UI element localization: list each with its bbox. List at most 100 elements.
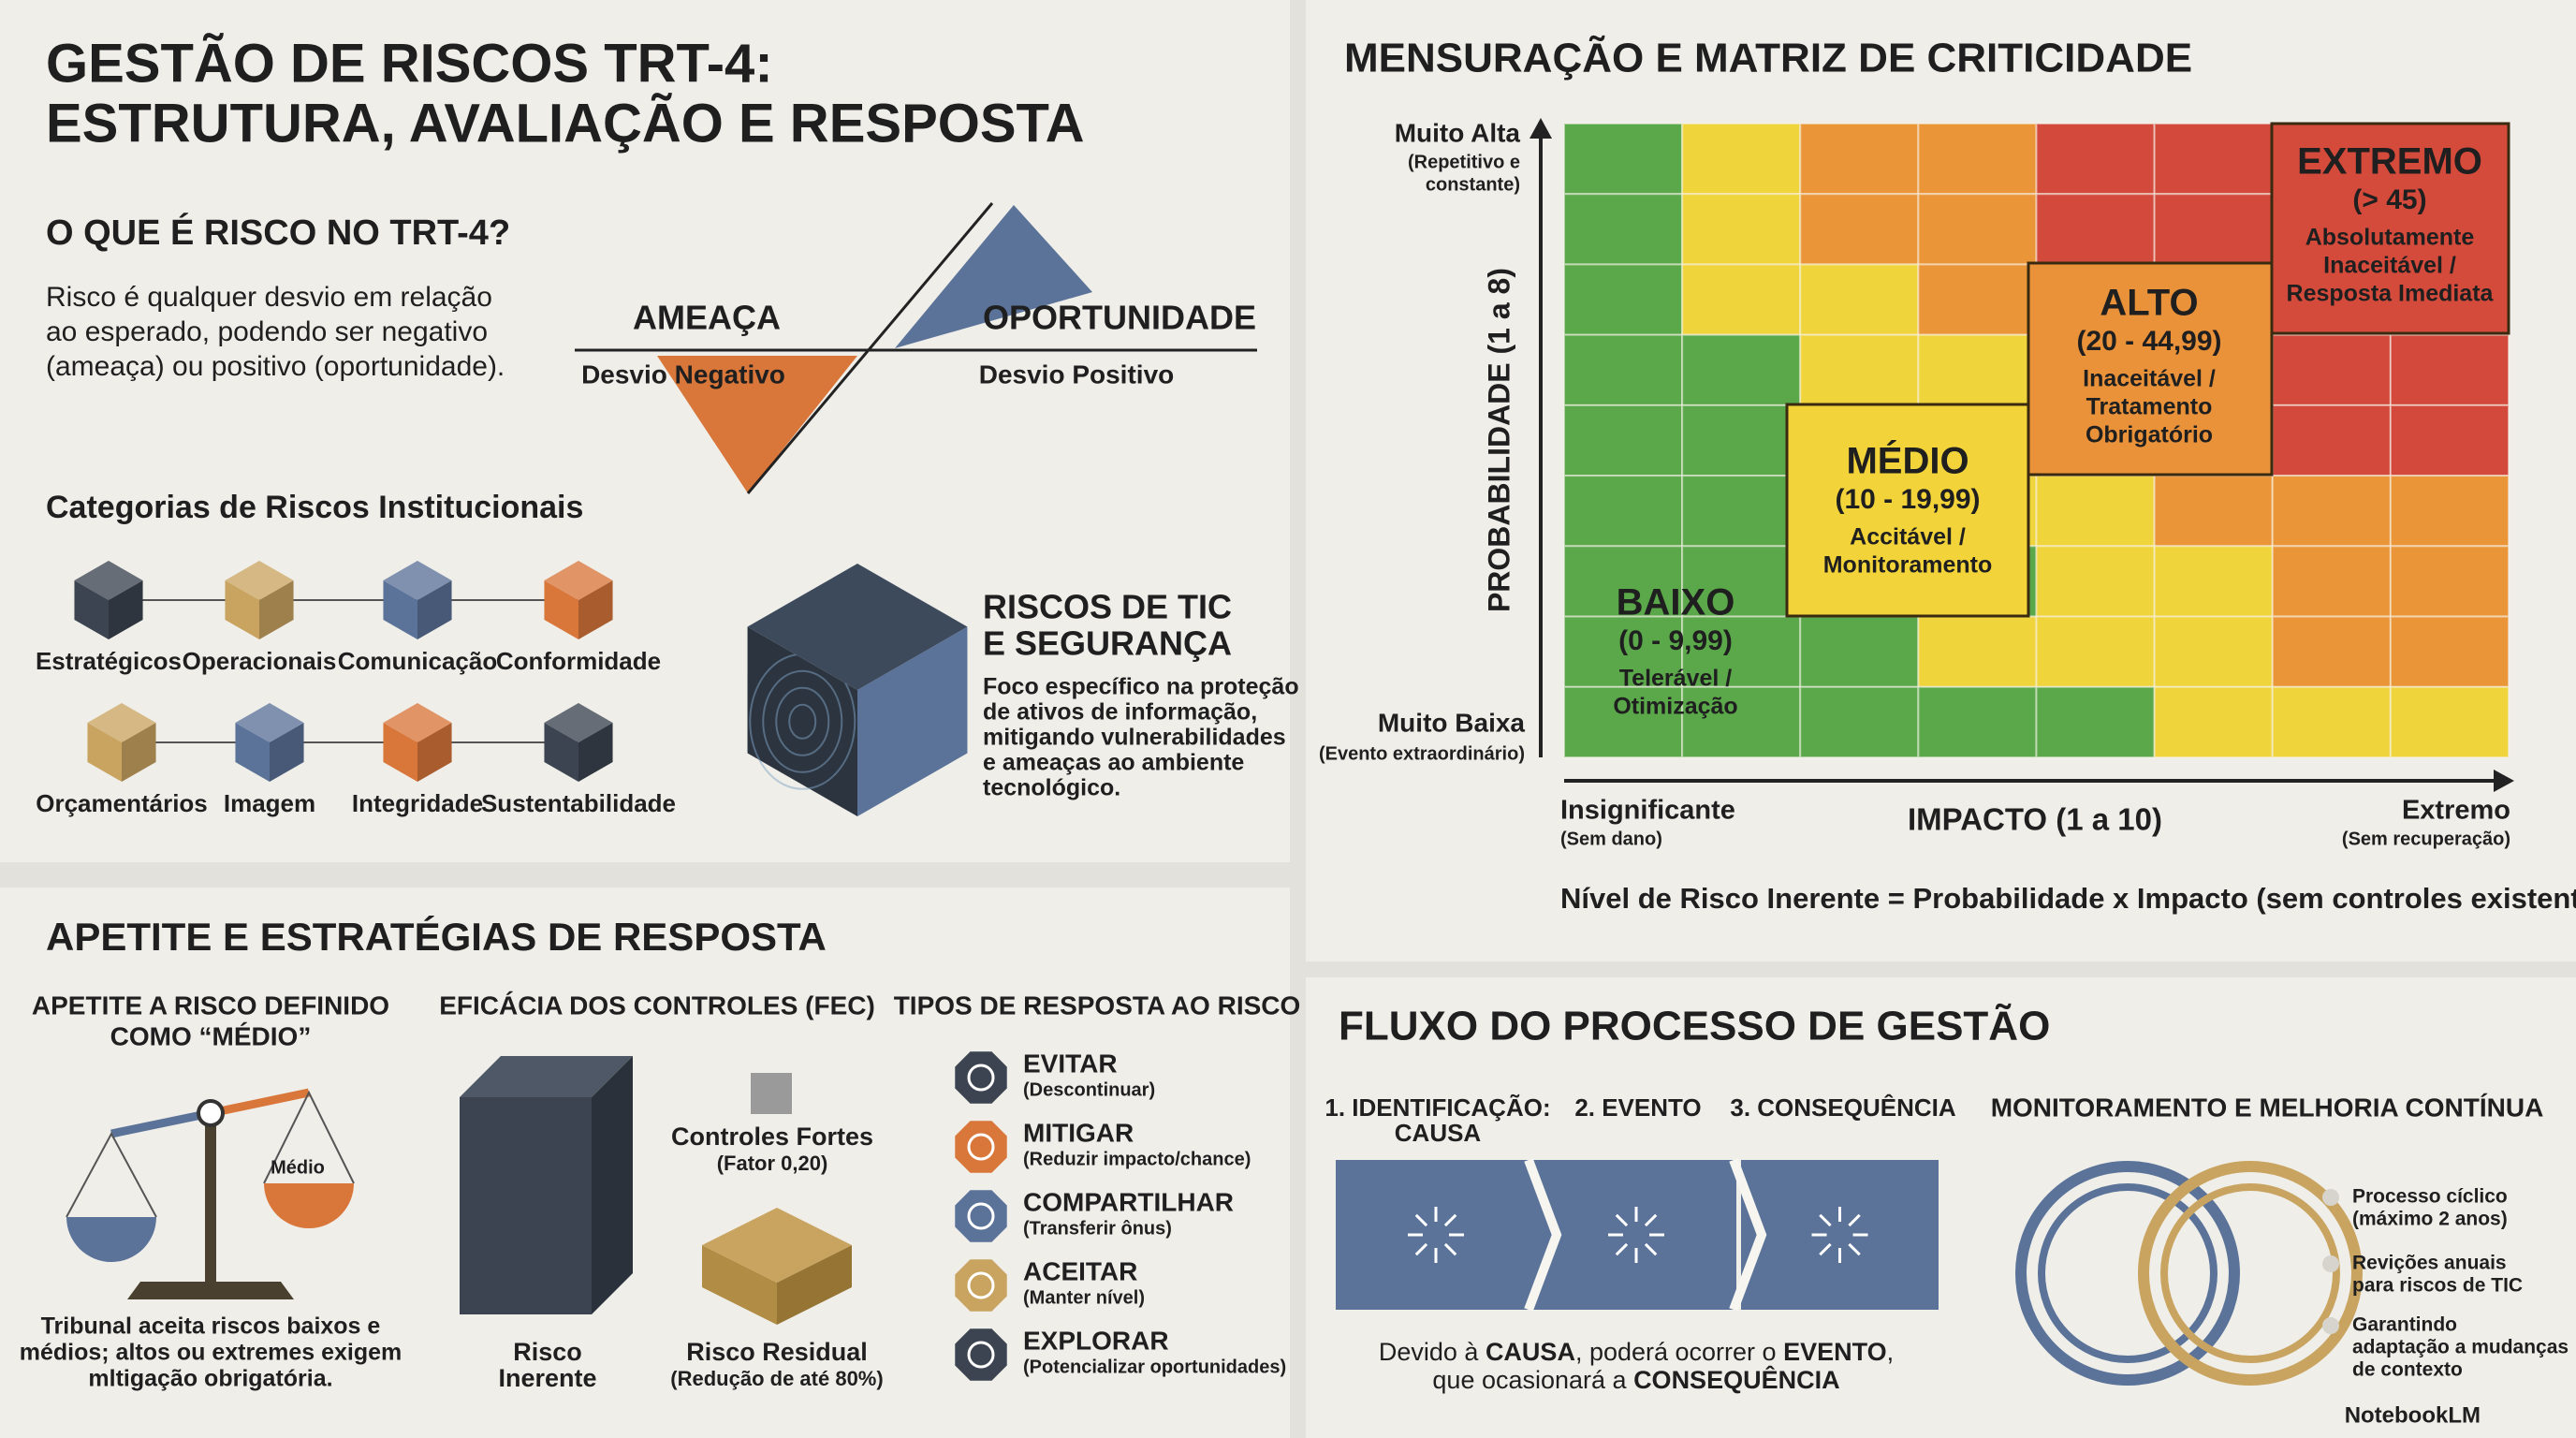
matrix-cell xyxy=(2035,615,2156,688)
category-label: Integridade xyxy=(352,789,483,817)
matrix-cell xyxy=(2271,615,2392,688)
label: (10 - 19,99) xyxy=(1835,484,1980,515)
category-label: Estratégicos xyxy=(36,647,182,675)
label: Otimização xyxy=(1613,694,1737,720)
matrix-cell xyxy=(1799,263,1920,336)
cube-top xyxy=(383,703,452,742)
label: Categorias de Riscos Institucionais xyxy=(46,490,583,525)
label: Muito Alta xyxy=(1395,118,1521,147)
panel-risk xyxy=(0,0,1290,862)
matrix-cell xyxy=(2035,123,2156,196)
matrix-cell xyxy=(1799,685,1920,758)
label: E SEGURANÇA xyxy=(983,624,1232,663)
label: de ativos de informação, xyxy=(983,699,1257,726)
cube-top xyxy=(225,561,294,600)
level-box xyxy=(2270,122,2510,335)
section-heading: APETITE E ESTRATÉGIAS DE RESPOSTA xyxy=(46,915,827,959)
step-glyph xyxy=(1615,1213,1629,1227)
tic-top xyxy=(747,564,968,690)
matrix-cell xyxy=(1563,685,1684,758)
step-glyph xyxy=(1414,1213,1428,1227)
label: (20 - 44,99) xyxy=(2076,326,2221,357)
cube-light xyxy=(544,561,613,600)
shapes xyxy=(66,118,2514,1386)
matrix-cell xyxy=(1799,615,1920,688)
scale-string xyxy=(66,1131,157,1218)
caption-part: , poderá ocorrer o xyxy=(1575,1338,1783,1366)
label: (Repetitivo e xyxy=(1408,152,1520,172)
matrix-cell xyxy=(1917,333,2038,406)
cube-light xyxy=(235,703,304,742)
cube-left xyxy=(383,723,417,782)
step-glyph xyxy=(1819,1242,1832,1256)
matrix-cell xyxy=(1563,475,1684,548)
body-text: (ameaça) ou positivo (oportunidade). xyxy=(46,351,505,382)
matrix-cell xyxy=(2153,615,2274,688)
response-icon xyxy=(955,1051,1007,1104)
label: Revições anuais xyxy=(2352,1253,2507,1274)
label: MÉDIO xyxy=(1846,440,1969,482)
cube-right xyxy=(417,580,452,639)
matrix-cell xyxy=(2271,404,2392,477)
matrix-cell xyxy=(1681,685,1802,758)
matrix-cell xyxy=(2271,333,2392,406)
cube-right xyxy=(417,723,452,782)
matrix-cell xyxy=(2389,475,2510,548)
matrix-cell xyxy=(2271,685,2392,758)
tic-left xyxy=(747,626,857,816)
label: COMPARTILHAR xyxy=(1023,1187,1234,1216)
level-box xyxy=(2027,261,2274,477)
cube-shade xyxy=(578,580,613,639)
label: (Manter nível) xyxy=(1023,1287,1145,1308)
cube-shade xyxy=(417,723,452,782)
icon-glyph xyxy=(967,1202,995,1230)
matrix-cell xyxy=(1917,193,2038,266)
step-glyph xyxy=(1848,1213,1861,1227)
caption-part: CONSEQUÊNCIA xyxy=(1633,1365,1840,1394)
cube-top xyxy=(383,561,452,600)
matrix-cell xyxy=(1681,193,1802,266)
matrix-cell xyxy=(1681,475,1802,548)
cube-shade xyxy=(578,723,613,782)
label: CAUSA xyxy=(1395,1119,1482,1147)
matrix-cell xyxy=(1563,545,1684,618)
main-title: GESTÃO DE RISCOS TRT-4: xyxy=(46,33,773,94)
label: BAIXO xyxy=(1617,582,1735,624)
category-label: Imagem xyxy=(224,789,315,817)
label: ACEITAR xyxy=(1023,1256,1137,1285)
label: Processo cíclico xyxy=(2352,1186,2508,1208)
cube-light xyxy=(383,703,452,742)
cube-light xyxy=(225,561,294,600)
chevron xyxy=(1729,1158,1767,1312)
matrix-cell xyxy=(1917,263,2038,336)
cube-shade xyxy=(109,580,143,639)
category-label: Comunicação xyxy=(338,647,498,675)
label: Garantindo xyxy=(2352,1314,2457,1336)
matrix-cell xyxy=(1799,333,1920,406)
label: MITIGAR xyxy=(1023,1118,1134,1147)
label: EXPLORAR xyxy=(1023,1326,1169,1355)
scale-string xyxy=(263,1090,355,1184)
cube-left xyxy=(383,580,417,639)
matrix-cell xyxy=(2153,545,2274,618)
bullet xyxy=(2322,1189,2339,1206)
label: COMO “MÉDIO” xyxy=(110,1021,312,1050)
label: Insignificante xyxy=(1560,796,1735,826)
body-text: Risco é qualquer desvio em relação xyxy=(46,282,492,313)
label: Médio xyxy=(271,1157,325,1178)
matrix-cell xyxy=(2389,615,2510,688)
icon-glyph xyxy=(967,1133,995,1161)
section-heading: MENSURAÇÃO E MATRIZ DE CRITICIDADE xyxy=(1344,35,2192,81)
label: 2. EVENTO xyxy=(1574,1093,1701,1122)
icon-glyph xyxy=(967,1341,995,1369)
label: EVITAR xyxy=(1023,1049,1118,1078)
response-icon xyxy=(955,1190,1007,1242)
caption-part: Devido à xyxy=(1379,1338,1486,1366)
label: RISCOS DE TIC xyxy=(983,588,1232,626)
label: Risco xyxy=(513,1338,582,1366)
label: EFICÁCIA DOS CONTROLES (FEC) xyxy=(439,990,875,1020)
x-arrow xyxy=(2494,770,2514,792)
label: TIPOS DE RESPOSTA AO RISCO xyxy=(894,990,1301,1020)
label: EXTREMO xyxy=(2297,141,2482,183)
